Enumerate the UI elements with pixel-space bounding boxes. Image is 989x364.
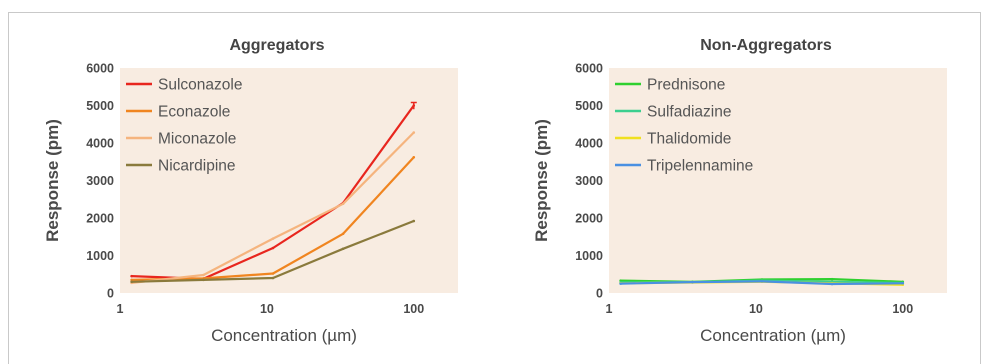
- chart2-data-point-tripelennamine: [901, 281, 905, 285]
- chart1-legend-label-nicardipine: Nicardipine: [158, 158, 236, 175]
- chart1-legend-label-sulconazole: Sulconazole: [158, 77, 242, 94]
- chart1-data-point-miconazole: [341, 202, 345, 206]
- chart2-x-tick-label: 1: [606, 302, 613, 316]
- chart2-legend-label-tripelennamine: Tripelennamine: [647, 158, 753, 175]
- chart1-y-tick-label: 5000: [86, 99, 114, 113]
- chart2-group: Non-Aggregators 0 1000 2000 3000 4000 5000 6000…: [532, 37, 947, 345]
- chart2-y-tick-label: 1000: [575, 249, 603, 263]
- chart2-plot-area: [609, 68, 947, 293]
- chart1-group: Aggregators 0 1000 2000 3000 4000 5000 6000 1 10 1…: [43, 37, 458, 345]
- chart1-x-tick-label: 1: [117, 302, 124, 316]
- chart2-data-point-tripelennamine: [760, 280, 764, 283]
- chart1-data-point-econazole: [130, 278, 133, 282]
- chart2-title: Non-Aggregators: [700, 37, 832, 54]
- chart1-data-point-miconazole: [412, 131, 416, 134]
- chart2-x-axis-label: Concentration (µm): [700, 326, 846, 345]
- chart2-y-tick-label: 3000: [575, 174, 603, 188]
- chart1-data-point-nicardipine: [202, 278, 205, 282]
- chart1-x-axis-label: Concentration (µm): [211, 326, 357, 345]
- chart2-y-tick-label: 5000: [575, 99, 603, 113]
- chart2-data-point-tripelennamine: [691, 280, 694, 284]
- chart1-y-tick-label: 0: [107, 287, 114, 301]
- chart1-y-tick-label: 3000: [86, 174, 114, 188]
- chart1-data-point-sulconazole: [271, 246, 275, 250]
- chart1-y-tick-label: 4000: [86, 137, 114, 151]
- chart1-legend-label-miconazole: Miconazole: [158, 131, 236, 148]
- chart1-data-point-econazole: [341, 232, 345, 236]
- chart1-data-point-miconazole: [271, 237, 275, 240]
- chart1-data-point-nicardipine: [412, 219, 416, 223]
- chart2-data-point-prednisone: [619, 279, 622, 282]
- chart2-data-point-tripelennamine: [619, 282, 622, 285]
- chart2-y-tick-label: 6000: [575, 62, 603, 76]
- chart1-data-point-nicardipine: [271, 276, 275, 280]
- chart2-y-axis-label: Response (pm): [532, 119, 551, 242]
- chart2-legend-label-sulfadiazine: Sulfadiazine: [647, 104, 731, 121]
- chart1-y-tick-label: 6000: [86, 62, 114, 76]
- chart2-data-point-prednisone: [830, 277, 834, 281]
- chart1-data-point-econazole: [412, 155, 416, 159]
- chart1-y-tick-label: 1000: [86, 249, 114, 263]
- chart1-data-point-sulconazole: [130, 274, 133, 278]
- chart2-x-tick-label: 10: [749, 302, 763, 316]
- chart2-legend-label-thalidomide: Thalidomide: [647, 131, 731, 148]
- chart1-data-point-econazole: [271, 272, 275, 275]
- chart2-legend-label-prednisone: Prednisone: [647, 77, 725, 94]
- chart1-legend-label-econazole: Econazole: [158, 104, 230, 121]
- chart2-data-point-tripelennamine: [830, 282, 834, 286]
- chart1-data-point-nicardipine: [130, 280, 133, 284]
- chart2-y-tick-label: 2000: [575, 212, 603, 226]
- chart2-y-tick-label: 0: [596, 287, 603, 301]
- chart1-y-tick-label: 2000: [86, 212, 114, 226]
- chart1-y-axis-label: Response (pm): [43, 119, 62, 242]
- chart1-x-tick-label: 10: [260, 302, 274, 316]
- chart1-x-tick-label: 100: [403, 302, 424, 316]
- chart1-plot-area: [120, 68, 458, 293]
- chart2-y-tick-label: 4000: [575, 137, 603, 151]
- chart1-title: Aggregators: [229, 37, 324, 54]
- chart1-data-point-nicardipine: [341, 247, 345, 251]
- chart1-data-point-miconazole: [202, 273, 205, 277]
- chart2-x-tick-label: 100: [892, 302, 913, 316]
